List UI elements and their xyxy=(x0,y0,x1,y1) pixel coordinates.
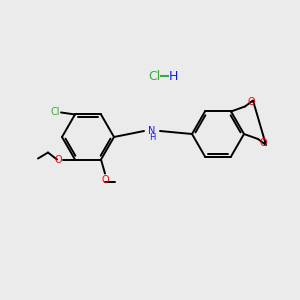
Text: O: O xyxy=(247,98,255,107)
Text: H: H xyxy=(149,134,155,142)
Text: Cl: Cl xyxy=(50,107,60,118)
Text: O: O xyxy=(101,175,109,184)
Text: O: O xyxy=(260,138,268,148)
Text: O: O xyxy=(54,154,62,164)
Text: H: H xyxy=(169,70,178,83)
Text: N: N xyxy=(148,126,156,136)
Text: Cl: Cl xyxy=(148,70,160,83)
